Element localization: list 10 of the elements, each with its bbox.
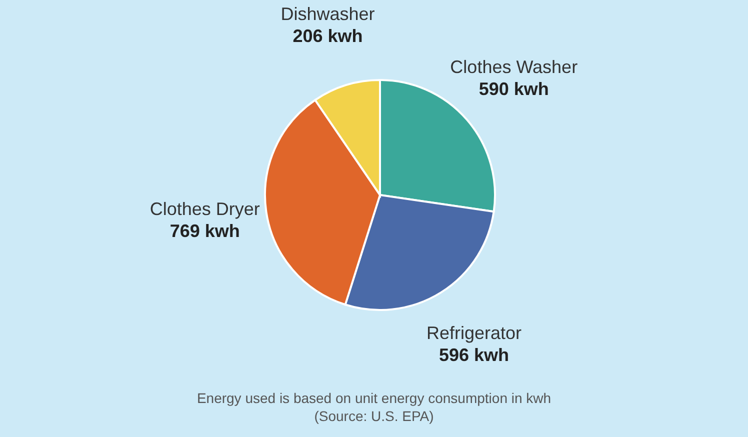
slice-label: Dishwasher (280, 4, 375, 24)
text: (Source: U.S. EPA) (314, 408, 434, 424)
slice-label: Refrigerator (426, 322, 522, 343)
slice-label: Clothes Washer (450, 57, 578, 78)
data-label: 596 kwh (438, 344, 509, 365)
data-label: 206 kwh (292, 26, 363, 46)
text: Energy used is based on unit energy consumption in kwh (196, 390, 552, 406)
data-label: 590 kwh (478, 79, 549, 100)
data-label: 769 kwh (170, 220, 240, 241)
slice-label: Clothes Dryer (150, 198, 260, 219)
